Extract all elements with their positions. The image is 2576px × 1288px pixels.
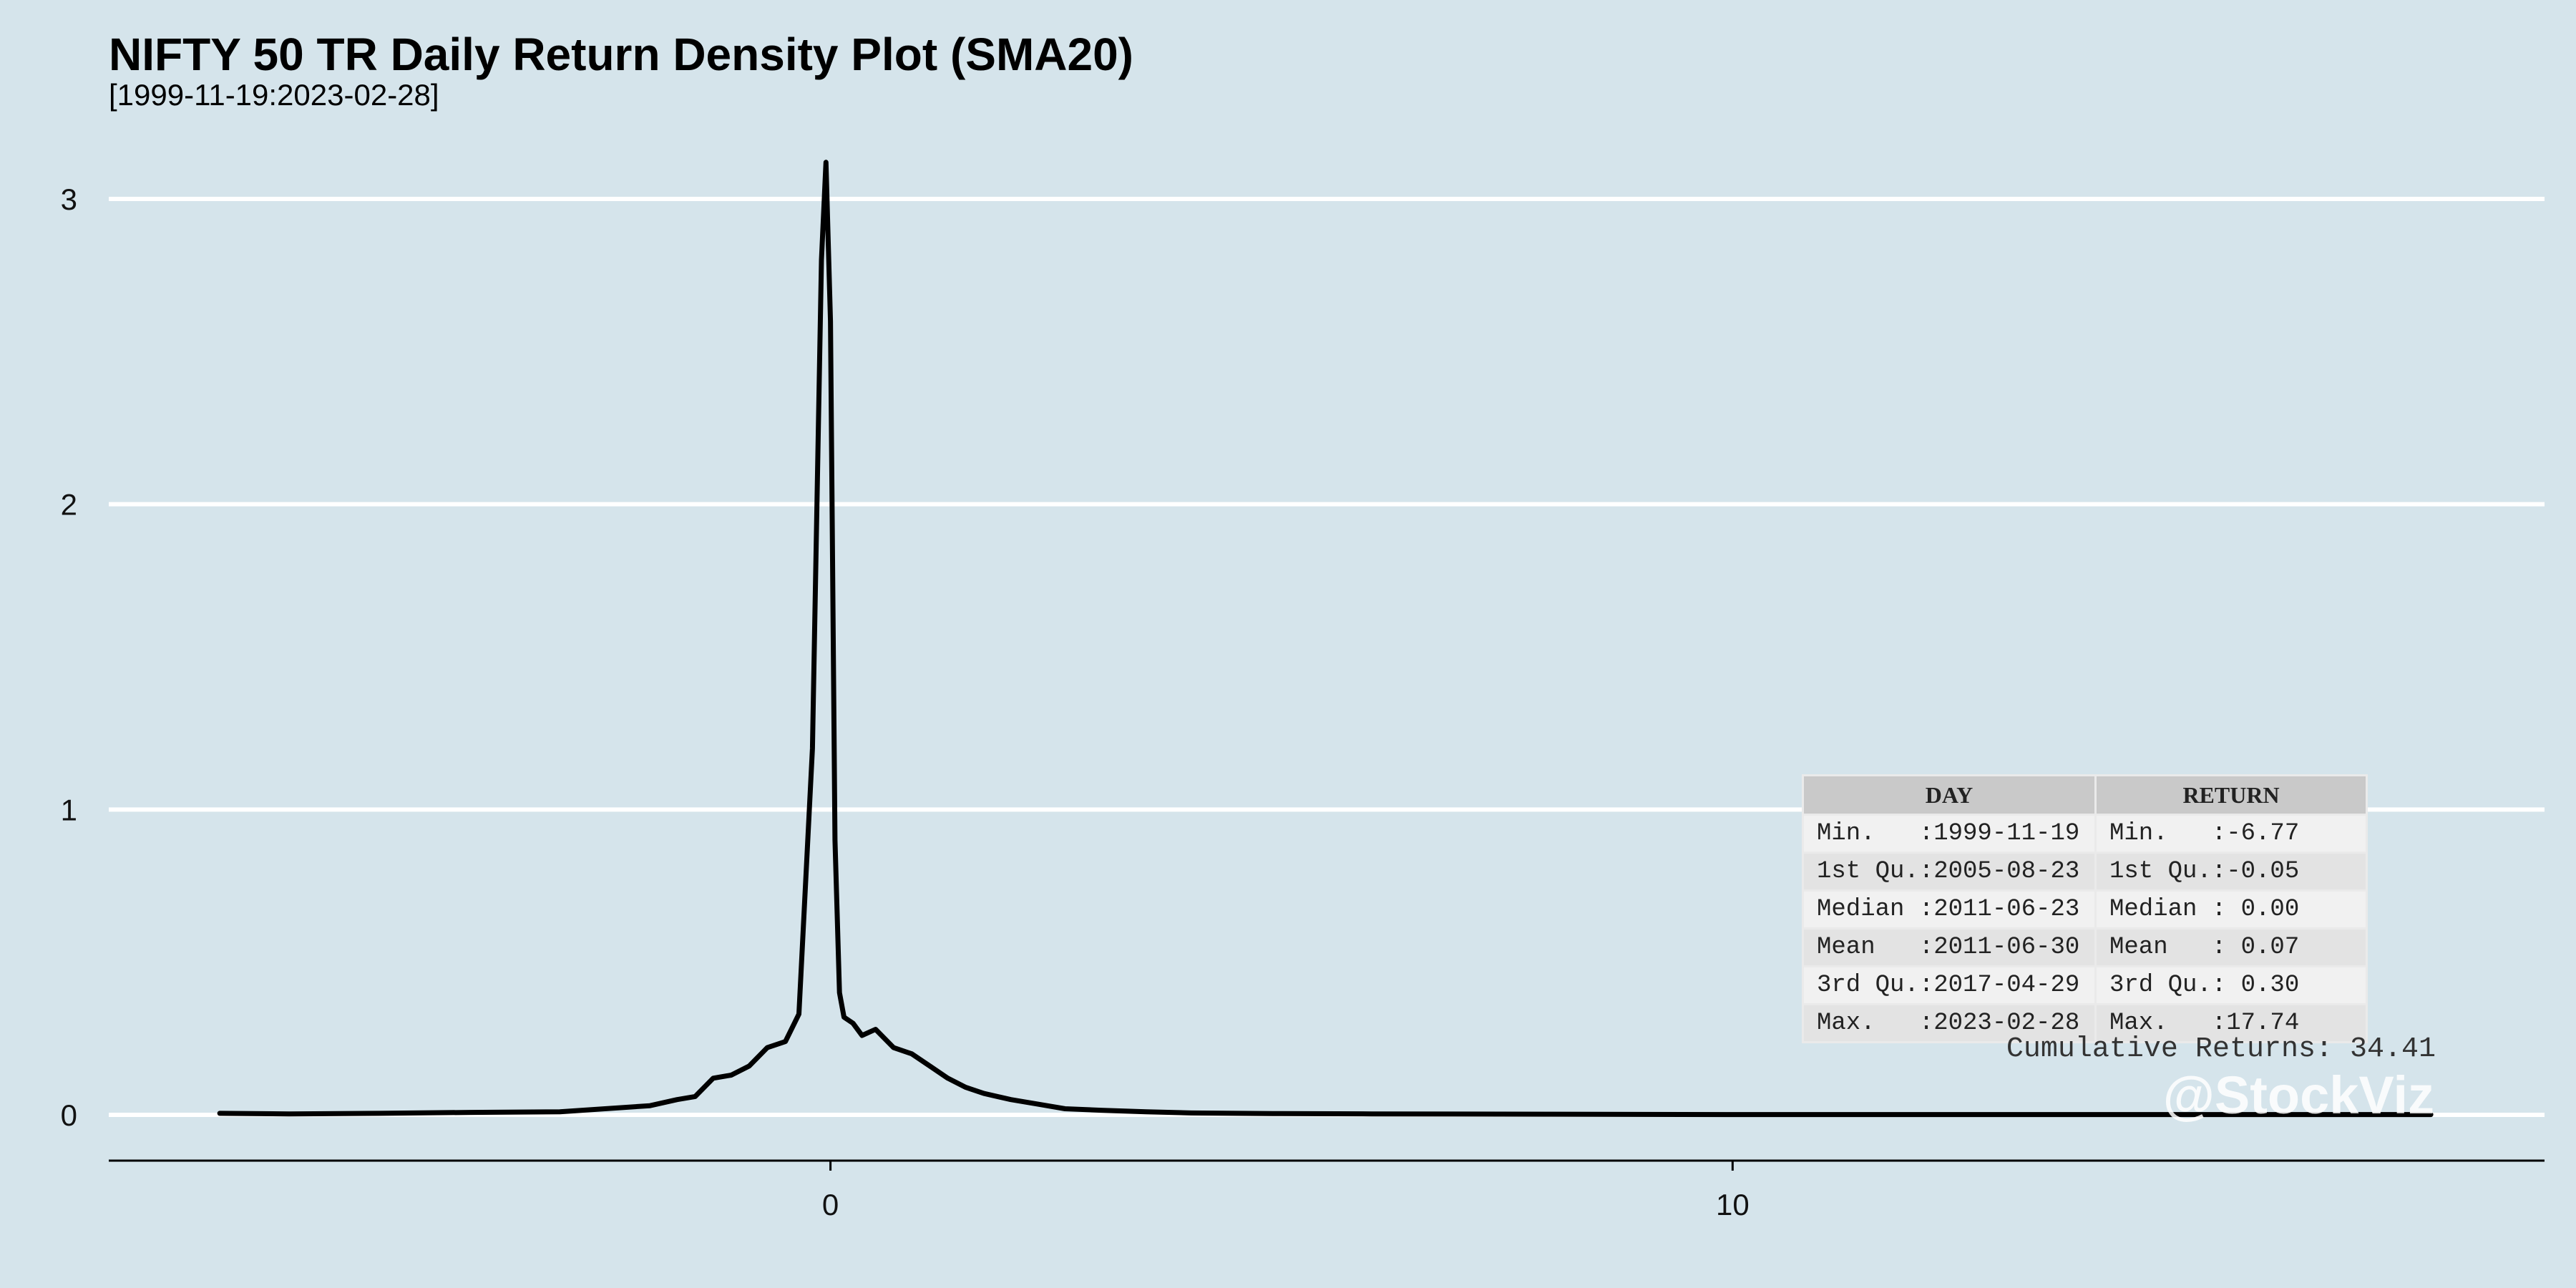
header-return: RETURN <box>2094 774 2368 816</box>
stat-day-mean: Mean :2011-06-30 <box>1802 927 2097 967</box>
cumulative-returns-label: Cumulative Returns: 34.41 <box>2006 1033 2436 1065</box>
stats-row: 1st Qu.:2005-08-23 1st Qu.:-0.05 <box>1802 852 2368 892</box>
stat-return-mean: Mean : 0.07 <box>2094 927 2368 967</box>
stat-return-max: Max. :17.74 <box>2094 1003 2368 1043</box>
stat-return-q1: 1st Qu.:-0.05 <box>2094 852 2368 892</box>
stat-return-q3: 3rd Qu.: 0.30 <box>2094 965 2368 1005</box>
stat-day-q1: 1st Qu.:2005-08-23 <box>1802 852 2097 892</box>
chart-title: NIFTY 50 TR Daily Return Density Plot (S… <box>109 29 1133 80</box>
density-line-0 <box>217 160 2434 1118</box>
stats-row: Median :2011-06-23 Median : 0.00 <box>1802 889 2368 930</box>
stat-day-median: Median :2011-06-23 <box>1802 889 2097 930</box>
stat-return-median: Median : 0.00 <box>2094 889 2368 930</box>
x-tick-label-10: 10 <box>1716 1188 1750 1221</box>
series-layer <box>217 160 2434 1118</box>
y-tick-label-1: 1 <box>61 793 77 826</box>
stats-row: Mean :2011-06-30 Mean : 0.07 <box>1802 927 2368 967</box>
watermark-logo: @StockViz <box>2162 1065 2434 1125</box>
stat-day-min: Min. :1999-11-19 <box>1802 814 2097 854</box>
header-day: DAY <box>1802 774 2097 816</box>
stat-day-q3: 3rd Qu.:2017-04-29 <box>1802 965 2097 1005</box>
y-tick-label-3: 3 <box>61 182 77 216</box>
x-axis-ticks: 0 10 <box>822 1161 1750 1221</box>
stats-row: 3rd Qu.:2017-04-29 3rd Qu.: 0.30 <box>1802 965 2368 1005</box>
stats-header-row: DAY RETURN <box>1802 774 2368 816</box>
y-axis-ticks: 0 1 2 3 <box>61 182 77 1132</box>
y-tick-label-2: 2 <box>61 488 77 522</box>
chart-subtitle: [1999-11-19:2023-02-28] <box>109 78 439 112</box>
x-tick-label-0: 0 <box>822 1188 839 1221</box>
stat-day-max: Max. :2023-02-28 <box>1802 1003 2097 1043</box>
stat-return-min: Min. :-6.77 <box>2094 814 2368 854</box>
stats-row: Max. :2023-02-28 Max. :17.74 <box>1802 1003 2368 1043</box>
stats-row: Min. :1999-11-19 Min. :-6.77 <box>1802 814 2368 854</box>
y-tick-label-0: 0 <box>61 1098 77 1132</box>
summary-stats-table: DAY RETURN Min. :1999-11-19 Min. :-6.77 … <box>1802 774 2368 1043</box>
